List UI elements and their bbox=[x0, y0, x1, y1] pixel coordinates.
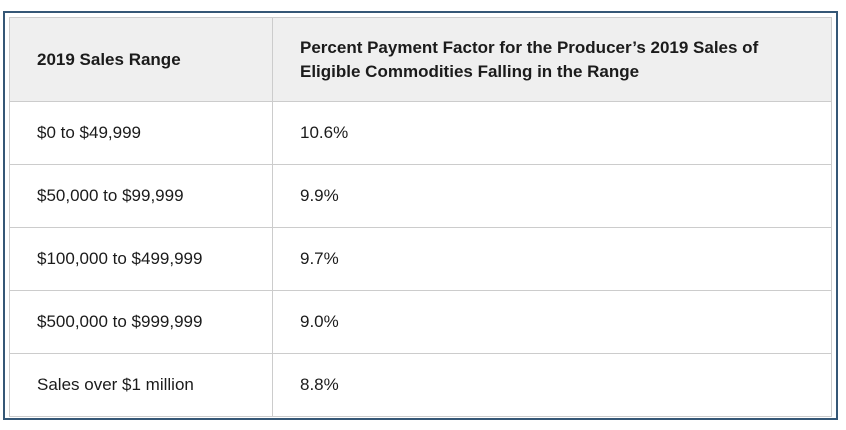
col-header-payment-factor: Percent Payment Factor for the Producer’… bbox=[272, 17, 832, 102]
table-row: Sales over $1 million 8.8% bbox=[9, 353, 832, 417]
table-header-row: 2019 Sales Range Percent Payment Factor … bbox=[9, 17, 832, 102]
table-row: $0 to $49,999 10.6% bbox=[9, 101, 832, 165]
col-header-payment-factor-label: Percent Payment Factor for the Producer’… bbox=[300, 37, 759, 81]
sales-range-cell: $100,000 to $499,999 bbox=[9, 227, 273, 291]
sales-range-cell: $50,000 to $99,999 bbox=[9, 164, 273, 228]
sales-range-cell: $0 to $49,999 bbox=[9, 101, 273, 165]
payment-factor-table: 2019 Sales Range Percent Payment Factor … bbox=[9, 17, 832, 417]
table-row: $50,000 to $99,999 9.9% bbox=[9, 164, 832, 228]
payment-factor-cell: 9.0% bbox=[272, 290, 832, 354]
col-header-sales-range: 2019 Sales Range bbox=[9, 17, 273, 102]
payment-factor-cell: 8.8% bbox=[272, 353, 832, 417]
figure-frame: 2019 Sales Range Percent Payment Factor … bbox=[3, 11, 838, 420]
payment-factor-cell: 9.9% bbox=[272, 164, 832, 228]
table-row: $100,000 to $499,999 9.7% bbox=[9, 227, 832, 291]
payment-factor-cell: 10.6% bbox=[272, 101, 832, 165]
sales-range-cell: Sales over $1 million bbox=[9, 353, 273, 417]
payment-factor-cell: 9.7% bbox=[272, 227, 832, 291]
sales-range-cell: $500,000 to $999,999 bbox=[9, 290, 273, 354]
col-header-sales-range-label: 2019 Sales Range bbox=[37, 49, 181, 69]
table-row: $500,000 to $999,999 9.0% bbox=[9, 290, 832, 354]
